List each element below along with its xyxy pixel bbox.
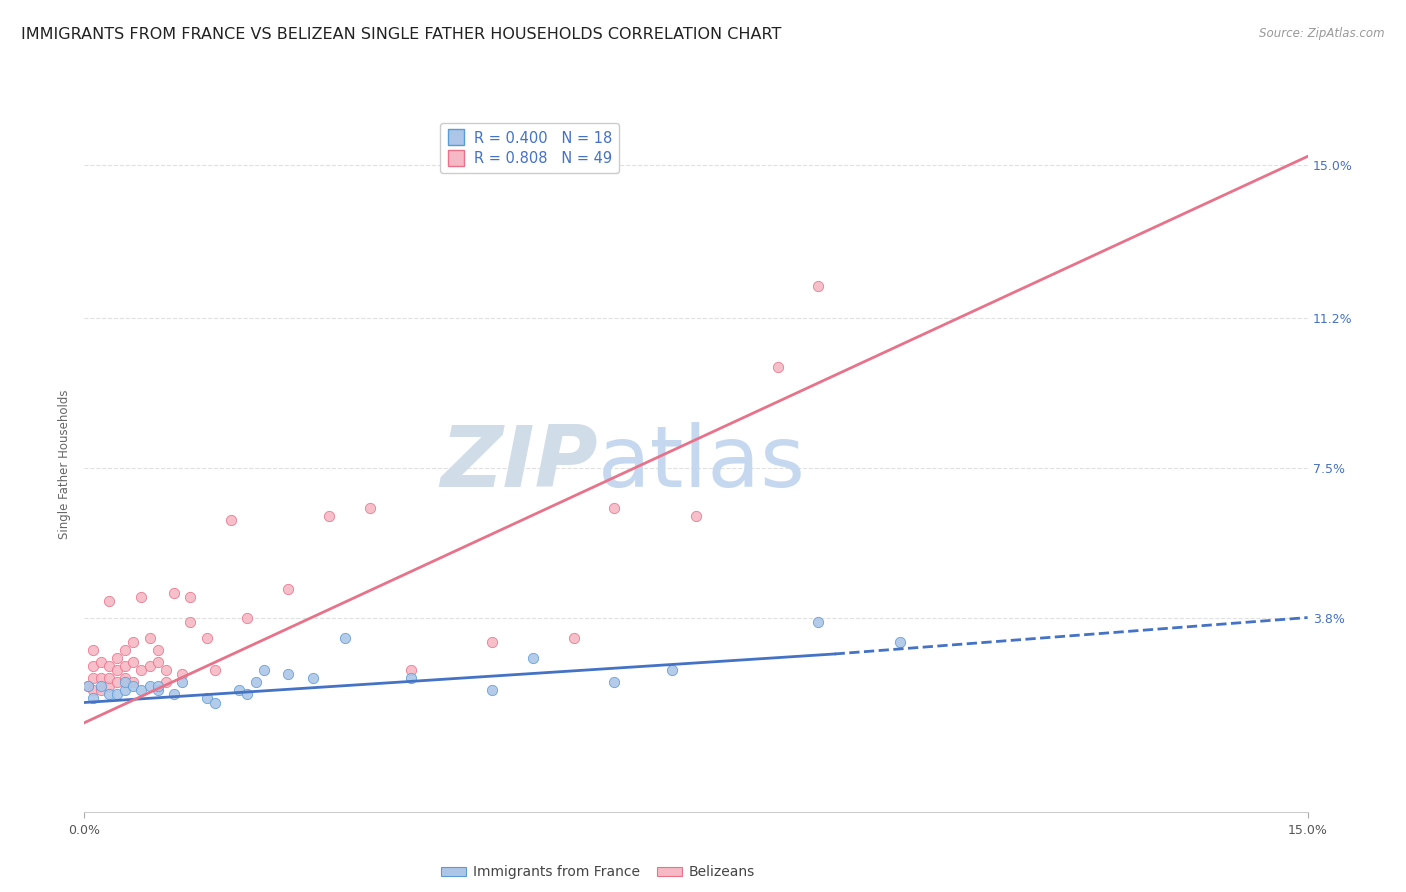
Point (807, 278, 830, 293)
Point (122, 635, 145, 649)
Point (195, 691, 218, 706)
Point (105, 663, 128, 677)
Point (105, 687, 128, 701)
Point (114, 659, 136, 673)
Point (163, 586, 186, 600)
Point (685, 509, 707, 524)
Point (90, 679, 112, 693)
Point (603, 675, 626, 690)
Point (204, 696, 226, 710)
Point (399, 671, 422, 685)
Point (766, 359, 789, 374)
Point (603, 501, 626, 516)
Point (179, 591, 201, 605)
Point (90, 671, 112, 685)
Point (90, 655, 112, 669)
Point (562, 631, 585, 645)
Point (82, 683, 104, 698)
Point (204, 663, 226, 677)
Text: ZIP: ZIP (440, 422, 598, 506)
Point (807, 615, 830, 629)
Point (889, 635, 911, 649)
Point (146, 679, 169, 693)
Point (82, 691, 104, 706)
Point (172, 675, 194, 690)
Point (90, 683, 112, 698)
Point (155, 663, 177, 677)
Point (97, 671, 120, 685)
Point (219, 513, 242, 527)
Point (277, 667, 299, 681)
Point (359, 501, 381, 516)
Point (138, 679, 160, 693)
Point (661, 663, 683, 677)
Point (481, 683, 503, 698)
Text: atlas: atlas (598, 422, 806, 506)
Point (318, 509, 340, 524)
Y-axis label: Single Father Households: Single Father Households (58, 389, 72, 539)
Point (138, 631, 160, 645)
Point (481, 635, 503, 649)
Point (114, 671, 136, 685)
Legend: Immigrants from France, Belizeans: Immigrants from France, Belizeans (436, 860, 761, 885)
Point (236, 610, 259, 624)
Point (122, 655, 145, 669)
Point (82, 671, 104, 685)
Point (146, 643, 169, 657)
Text: IMMIGRANTS FROM FRANCE VS BELIZEAN SINGLE FATHER HOUSEHOLDS CORRELATION CHART: IMMIGRANTS FROM FRANCE VS BELIZEAN SINGL… (21, 27, 782, 42)
Point (236, 687, 259, 701)
Point (172, 667, 194, 681)
Text: Source: ZipAtlas.com: Source: ZipAtlas.com (1260, 27, 1385, 40)
Point (97, 659, 120, 673)
Point (97, 594, 120, 608)
Point (122, 679, 145, 693)
Point (131, 591, 153, 605)
Point (245, 675, 267, 690)
Point (114, 643, 136, 657)
Point (97, 679, 120, 693)
Point (138, 659, 160, 673)
Point (105, 651, 128, 665)
Point (253, 663, 276, 677)
Point (146, 683, 169, 698)
Point (335, 631, 357, 645)
Point (114, 675, 136, 690)
Point (77, 679, 100, 693)
Point (163, 687, 186, 701)
Point (131, 663, 153, 677)
Point (146, 655, 169, 669)
Point (155, 675, 177, 690)
Point (105, 675, 128, 690)
Point (114, 683, 136, 698)
Point (131, 683, 153, 698)
Point (97, 687, 120, 701)
Point (82, 643, 104, 657)
Point (122, 675, 145, 690)
Point (277, 582, 299, 597)
Point (399, 663, 422, 677)
Point (82, 659, 104, 673)
Point (522, 651, 544, 665)
Point (77, 679, 100, 693)
Point (228, 683, 250, 698)
Point (301, 671, 323, 685)
Point (195, 631, 218, 645)
Point (179, 615, 201, 629)
